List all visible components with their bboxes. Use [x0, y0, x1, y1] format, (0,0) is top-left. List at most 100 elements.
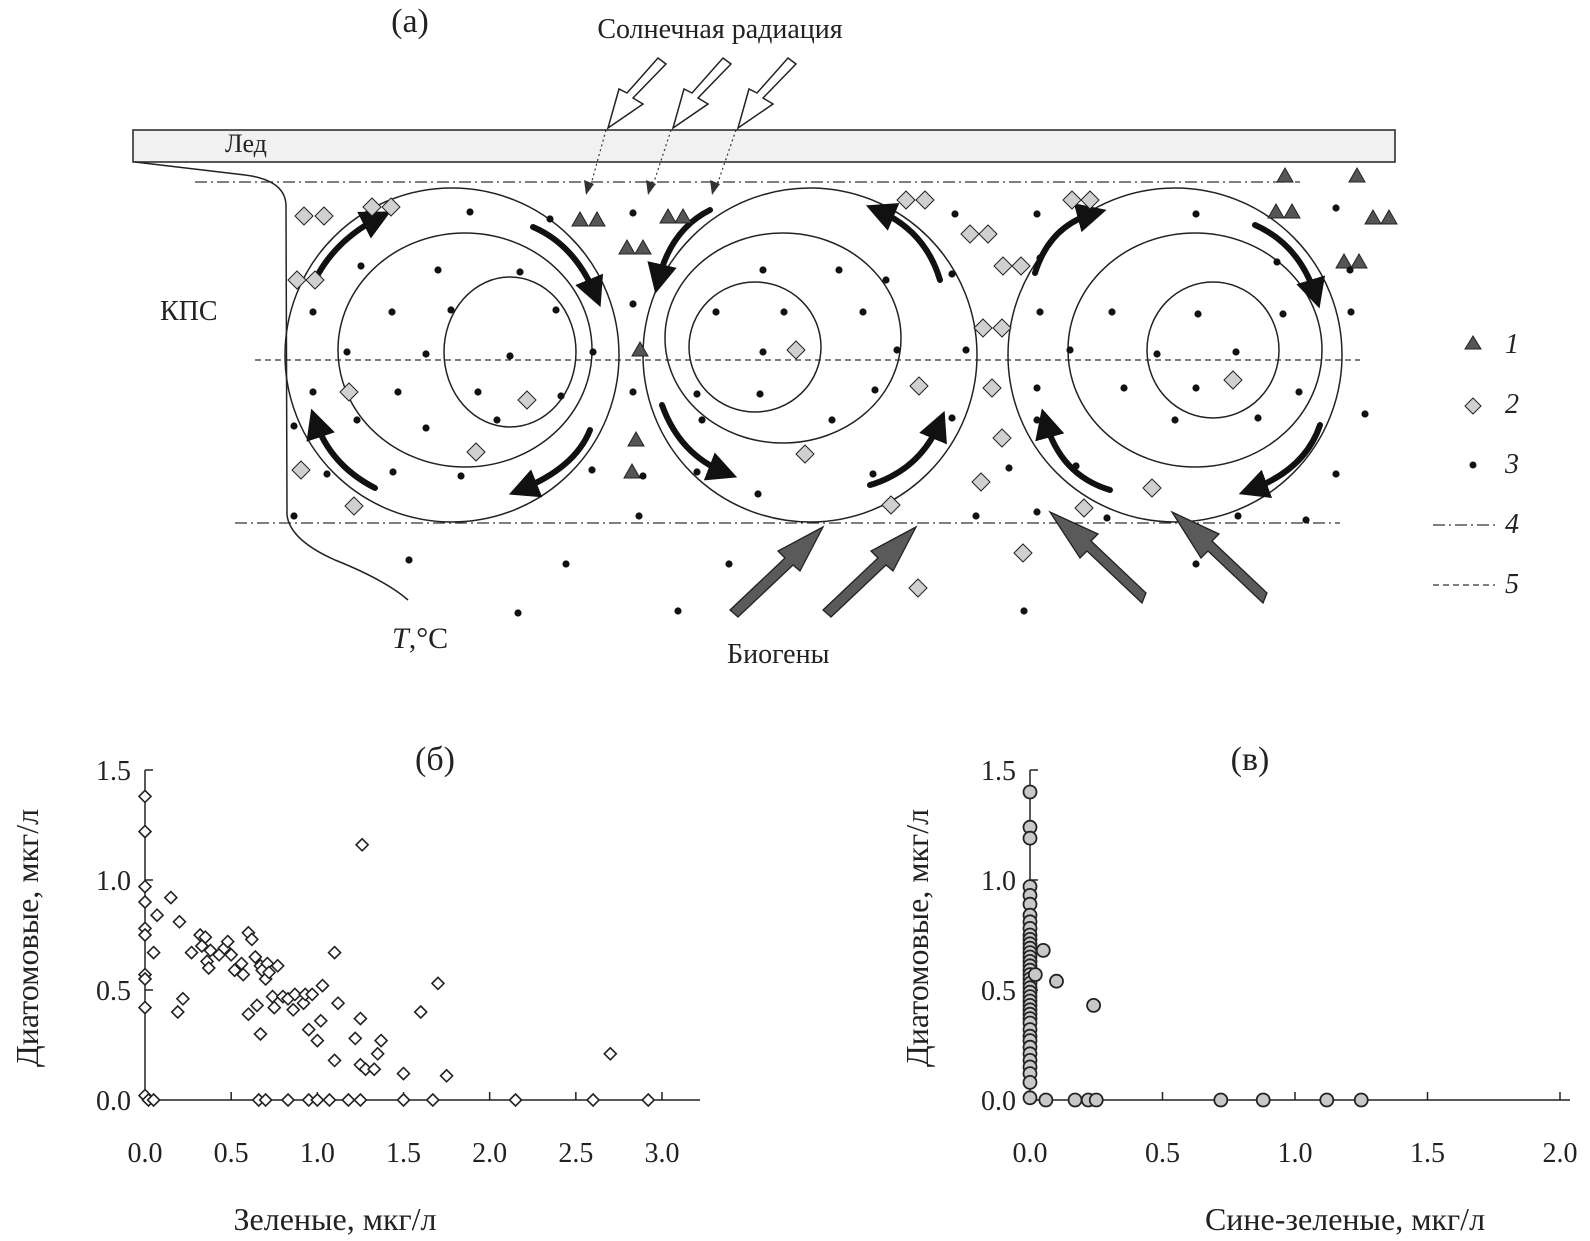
- data-point: [1213, 1092, 1229, 1108]
- solar-transmitted-heads: [584, 180, 720, 195]
- circulation-arrow: [1032, 203, 1107, 276]
- data-point: [373, 1033, 389, 1048]
- y-tick-label: 1.5: [981, 756, 1016, 787]
- dot-marker: [869, 470, 877, 478]
- circulation-arrow: [1252, 222, 1326, 309]
- diamond-marker: [909, 376, 929, 396]
- y-tick-label: 0.0: [96, 1086, 131, 1117]
- temperature-symbol: T: [392, 622, 411, 655]
- dot-marker: [882, 276, 890, 284]
- dot-marker: [1332, 204, 1340, 212]
- dot-marker: [629, 300, 637, 308]
- x-tick-label: 1.5: [1410, 1138, 1445, 1169]
- nutrient-arrow-1: [729, 525, 825, 618]
- dot-marker: [474, 388, 482, 396]
- legend-label-4: 4: [1505, 509, 1519, 540]
- dot-marker: [1192, 384, 1200, 392]
- data-point: [508, 1092, 523, 1108]
- data-point: [603, 1046, 618, 1061]
- diamond-marker: [294, 206, 314, 226]
- x-tick-label: 0.5: [214, 1138, 249, 1169]
- data-point: [258, 1092, 273, 1108]
- temperature-profile: [134, 161, 409, 601]
- dot-marker: [951, 210, 959, 218]
- dot-marker: [466, 208, 474, 216]
- diamond-marker: [978, 224, 998, 244]
- diamond-marker: [896, 190, 916, 210]
- dot-marker: [1036, 254, 1044, 262]
- data-point: [396, 1066, 411, 1081]
- chart-c-panel-label: (в): [1231, 741, 1270, 778]
- dot-marker: [290, 422, 298, 430]
- data-point: [322, 1092, 337, 1108]
- solar-transmission-lines: [589, 129, 737, 189]
- circulation-arrow: [1035, 408, 1113, 493]
- solar-arrow-3: [736, 56, 798, 130]
- triangle-marker: [618, 238, 636, 255]
- data-point: [172, 914, 187, 929]
- data-point: [198, 930, 213, 945]
- data-point: [301, 1022, 316, 1037]
- y-tick-label: 0.5: [981, 976, 1016, 1007]
- dot-marker: [948, 270, 956, 278]
- dot-marker: [493, 416, 501, 424]
- data-point: [244, 932, 259, 947]
- diamond-marker: [517, 390, 537, 410]
- chart-c-ylabel: Диатомовые, мкг/л: [899, 809, 935, 1067]
- x-tick-label: 0.5: [1145, 1138, 1180, 1169]
- dot-marker: [457, 472, 465, 480]
- diamond-marker: [973, 318, 993, 338]
- dot-marker: [1103, 514, 1111, 522]
- triangle-marker: [1364, 208, 1382, 225]
- diamond-symbols: [287, 190, 1243, 598]
- diamond-marker: [915, 190, 935, 210]
- legend-symbol-triangle: [1464, 335, 1482, 350]
- circulation-arrow: [1238, 422, 1323, 498]
- dot-marker: [323, 470, 331, 478]
- dot-marker: [1171, 416, 1179, 424]
- data-point: [341, 1092, 356, 1108]
- data-point: [286, 1002, 301, 1017]
- dot-marker: [1020, 607, 1028, 615]
- nutrient-arrow-4: [1170, 510, 1268, 605]
- dot-marker: [756, 390, 764, 398]
- x-tick-label: 1.5: [386, 1138, 421, 1169]
- chart-c-y-ticks: 0.0 0.5 1.0 1.5: [981, 756, 1038, 1117]
- data-point: [1027, 967, 1043, 982]
- dot-marker: [588, 466, 596, 474]
- diamond-marker: [881, 495, 901, 515]
- convection-cell-3: [1007, 187, 1343, 523]
- dot-marker: [693, 390, 701, 398]
- dot-marker: [1232, 348, 1240, 356]
- diamond-marker: [993, 256, 1013, 276]
- dot-marker: [447, 306, 455, 314]
- circulation-arrow: [530, 224, 604, 308]
- legend: 1 2 3 4 5: [1433, 329, 1519, 600]
- dot-marker: [780, 308, 788, 316]
- data-point: [201, 960, 216, 976]
- dot-marker: [514, 609, 522, 617]
- triangle-marker: [1380, 208, 1398, 225]
- dot-marker: [859, 308, 867, 316]
- diamond-marker: [381, 197, 401, 217]
- dot-marker: [552, 306, 560, 314]
- dot-marker: [893, 346, 901, 354]
- dot-marker: [1302, 516, 1310, 524]
- chart-c-scatter: (в) 0.0 0.5 1.0 1.5 0.0 0.5 1.0 1.5 2.0 Диатомо…: [899, 741, 1578, 1237]
- diamond-marker: [466, 442, 486, 462]
- data-point: [253, 1026, 268, 1042]
- solar-arrows: [606, 56, 798, 130]
- triangle-marker: [1350, 252, 1368, 269]
- x-tick-label: 1.0: [1278, 1138, 1313, 1169]
- data-point: [425, 1092, 440, 1108]
- circulation-arrow: [508, 427, 593, 498]
- diamond-marker: [305, 270, 325, 290]
- dot-marker: [1120, 384, 1128, 392]
- dot-marker: [557, 392, 565, 400]
- ice-label: Лед: [225, 129, 267, 158]
- x-tick-label: 2.0: [1543, 1138, 1578, 1169]
- triangle-marker: [1276, 166, 1294, 183]
- dot-marker: [871, 386, 879, 394]
- data-point: [241, 1007, 256, 1022]
- dot-marker: [1033, 210, 1041, 218]
